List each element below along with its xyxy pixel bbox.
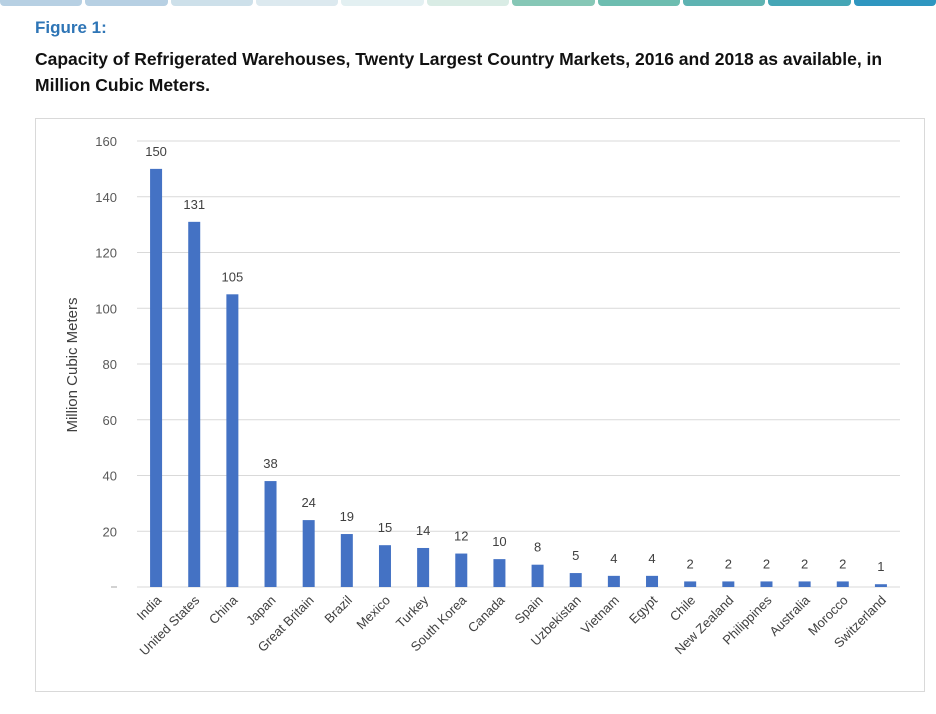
bar	[378, 545, 391, 587]
top-bar-segment	[426, 0, 510, 6]
bar	[226, 294, 239, 587]
category-label: Brazil	[321, 592, 355, 626]
bar	[722, 581, 735, 587]
category-label: Chile	[667, 593, 699, 625]
top-bar-segment	[768, 0, 851, 6]
top-bar-segment	[853, 0, 936, 6]
data-label: 1	[877, 559, 884, 574]
top-bar-segment	[597, 0, 680, 6]
data-label: 2	[763, 556, 770, 571]
bar	[569, 573, 582, 587]
top-bar-segment	[0, 0, 83, 6]
bar	[150, 168, 163, 587]
category-label: China	[206, 592, 241, 627]
bar	[607, 575, 620, 587]
data-label: 150	[145, 144, 167, 159]
bar	[417, 547, 430, 587]
bar	[340, 534, 353, 587]
top-bar-segment	[682, 0, 766, 6]
category-label: Japan	[243, 593, 279, 629]
category-label: Canada	[465, 592, 508, 635]
bar	[798, 581, 811, 587]
data-label: 24	[301, 495, 315, 510]
bar	[760, 581, 773, 587]
y-tick-label: 60	[103, 413, 117, 428]
top-bar-segment	[85, 0, 168, 6]
data-label: 2	[687, 556, 694, 571]
category-label: Australia	[766, 592, 813, 639]
figure-title: Capacity of Refrigerated Warehouses, Twe…	[35, 49, 883, 95]
data-label: 10	[492, 534, 506, 549]
category-label: Spain	[512, 593, 546, 627]
top-bar-segment	[512, 0, 595, 6]
y-tick-label: 40	[103, 469, 117, 484]
data-label: 5	[572, 548, 579, 563]
bar	[455, 553, 468, 587]
data-label: 12	[454, 529, 468, 544]
data-label: 2	[801, 556, 808, 571]
top-bar-segment	[256, 0, 339, 6]
category-label: Egypt	[626, 592, 660, 626]
data-label: 4	[648, 551, 655, 566]
bar	[302, 520, 315, 587]
bar	[531, 564, 544, 587]
y-tick-label: 140	[95, 190, 117, 205]
decorative-top-bar	[0, 0, 936, 6]
y-tick-label: 80	[103, 357, 117, 372]
category-label: Vietnam	[578, 593, 622, 637]
y-axis-label: Million Cubic Meters	[64, 297, 81, 432]
y-tick-label: 20	[103, 524, 117, 539]
category-label: Mexico	[353, 593, 393, 633]
y-tick-label: 160	[95, 134, 117, 149]
data-label: 4	[610, 551, 617, 566]
figure-label: Figure 1:	[35, 18, 107, 37]
bar	[836, 581, 849, 587]
bar	[874, 584, 887, 587]
data-label: 15	[378, 520, 392, 535]
bar	[684, 581, 697, 587]
data-label: 2	[839, 556, 846, 571]
data-label: 19	[340, 509, 354, 524]
data-label: 8	[534, 540, 541, 555]
bar	[493, 559, 506, 587]
y-tick-label: 100	[95, 301, 117, 316]
data-label: 105	[222, 269, 244, 284]
data-label: 38	[263, 456, 277, 471]
bar	[264, 481, 277, 587]
data-label: 2	[725, 556, 732, 571]
y-tick-label: 120	[95, 246, 117, 261]
bar	[646, 575, 659, 587]
category-label: India	[134, 592, 165, 623]
top-bar-segment	[170, 0, 254, 6]
chart-frame	[35, 118, 925, 692]
top-bar-segment	[341, 0, 424, 6]
data-label: 131	[183, 197, 205, 212]
bar	[188, 221, 201, 587]
data-label: 14	[416, 523, 430, 538]
